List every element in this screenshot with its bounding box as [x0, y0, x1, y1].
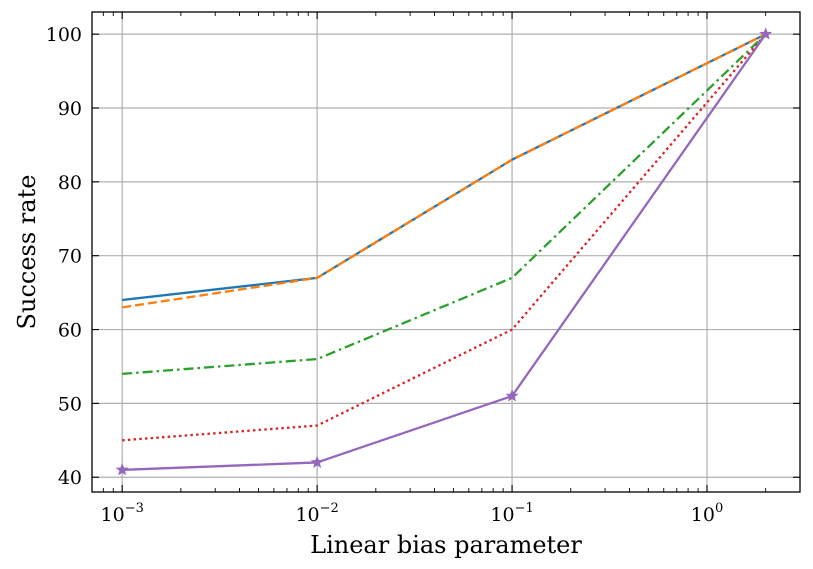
- y-tick-label: 80: [58, 172, 82, 194]
- series-line-4: [122, 33, 767, 442]
- plot-frame: [91, 11, 801, 493]
- y-tick-label: 60: [58, 320, 82, 342]
- y-tick-label: 70: [58, 246, 82, 268]
- y-tick-label: 100: [46, 24, 82, 46]
- y-axis-label: Success rate: [13, 175, 41, 330]
- y-tick-label: 50: [58, 393, 82, 415]
- grid: [92, 12, 800, 492]
- series-marker-star: [505, 389, 519, 402]
- series-line-1: [122, 33, 767, 302]
- x-axis-label: Linear bias parameter: [310, 531, 582, 559]
- series-line-3: [122, 33, 767, 375]
- x-tick-label: 100: [691, 501, 723, 526]
- series-group: [115, 27, 773, 476]
- series-marker-star: [310, 455, 324, 468]
- series-line-2: [122, 33, 767, 309]
- series-line-5: [122, 33, 767, 471]
- x-tick-label: 10−1: [490, 501, 533, 526]
- axis-ticks: 40 50 60 70 80 90 100 10−3 10−2 10−1 100: [46, 12, 800, 526]
- series-marker-star: [115, 463, 129, 476]
- x-tick-label: 10−3: [101, 501, 144, 526]
- y-tick-label: 90: [58, 98, 82, 120]
- y-tick-label: 40: [58, 467, 82, 489]
- x-tick-label: 10−2: [295, 501, 338, 526]
- series-marker-star: [759, 27, 773, 40]
